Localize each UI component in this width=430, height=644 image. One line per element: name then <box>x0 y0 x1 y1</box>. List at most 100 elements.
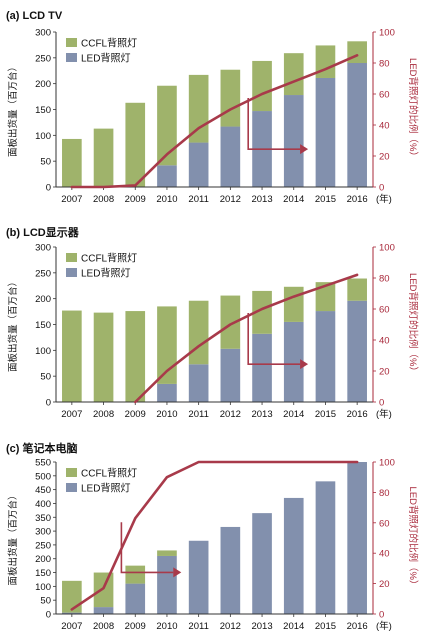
bar-ccfl-2015 <box>315 282 336 312</box>
x-tick-label: 2014 <box>283 621 304 632</box>
chart-title: (c) 笔记本电脑 <box>6 441 78 455</box>
bar-led-2015 <box>315 481 336 614</box>
y-tick-label-left: 500 <box>35 471 51 482</box>
bar-led-2011 <box>188 142 209 187</box>
y-tick-label-right: 80 <box>379 488 390 499</box>
x-tick-label: 2010 <box>156 194 177 205</box>
y-tick-label-left: 150 <box>35 320 51 331</box>
y-axis-label-left: 面板出货量（百万台） <box>7 490 19 585</box>
x-tick-label: 2011 <box>188 621 208 632</box>
y-tick-label-right: 40 <box>379 549 390 560</box>
y-tick-label-right: 60 <box>379 90 390 101</box>
ratio-line <box>70 460 359 611</box>
x-unit-label: (年) <box>376 620 392 632</box>
y-tick-label-left: 450 <box>35 485 51 496</box>
y-tick-label-left: 300 <box>35 527 51 538</box>
x-tick-label: 2008 <box>93 409 114 420</box>
x-tick-label: 2012 <box>220 194 241 205</box>
y-tick-label-right: 60 <box>379 305 390 316</box>
bar-ccfl-2010 <box>157 85 177 166</box>
trend-arrow-shaft <box>247 98 301 150</box>
bar-ccfl-2013 <box>252 60 272 112</box>
bar-ccfl-2008 <box>93 312 114 402</box>
y-tick-label-right: 80 <box>379 274 390 285</box>
y-axis-label-right: LED背照灯的比例（%） <box>407 58 419 161</box>
y-tick-label-right: 20 <box>379 579 390 590</box>
chart-panel-2: (b) LCD显示器 2007 2008 2009 2010 2011 2012 2013 20… <box>6 226 419 420</box>
y-axis-label-left: 面板出货量（百万台） <box>7 277 19 372</box>
bar-ccfl-2016 <box>347 278 367 301</box>
x-tick-label: 2013 <box>251 194 272 205</box>
x-tick-label: 2014 <box>283 194 304 205</box>
y-tick-label-right: 20 <box>379 367 390 378</box>
y-tick-label-left: 250 <box>35 268 51 279</box>
bar-led-2014 <box>283 95 304 187</box>
bar-led-2007 <box>62 612 82 614</box>
y-tick-label-left: 150 <box>35 568 51 579</box>
y-axis-label-right: LED背照灯的比例（%） <box>407 487 419 590</box>
bar-led-2011 <box>188 364 209 402</box>
chart-title: (a) LCD TV <box>6 10 63 22</box>
bar-led-2011 <box>188 540 209 614</box>
trend-arrow-shaft <box>247 313 301 365</box>
y-tick-label-left: 100 <box>35 582 51 593</box>
bar-led-2015 <box>315 311 336 402</box>
y-tick-label-left: 50 <box>40 596 51 607</box>
chart-title: (b) LCD显示器 <box>6 226 80 239</box>
bar-led-2016 <box>347 300 367 402</box>
x-tick-label: 2016 <box>347 409 368 420</box>
bar-led-2010 <box>157 555 177 614</box>
bar-led-2015 <box>315 77 336 187</box>
y-tick-label-left: 100 <box>35 131 51 142</box>
legend-label-led: LED背照灯 <box>81 52 130 65</box>
x-unit-label: (年) <box>376 193 392 205</box>
legend-swatch-ccfl <box>66 253 77 262</box>
y-tick-label-right: 60 <box>379 518 390 529</box>
legend-swatch-ccfl <box>66 38 77 47</box>
legend-label-led: LED背照灯 <box>81 482 130 495</box>
bar-led-2016 <box>347 462 367 614</box>
y-axis-label-right: LED背照灯的比例（%） <box>407 273 419 376</box>
y-tick-label-left: 200 <box>35 554 51 565</box>
y-tick-label-right: 40 <box>379 336 390 347</box>
bar-ccfl-2009 <box>125 311 146 402</box>
x-tick-label: 2014 <box>283 409 304 420</box>
y-tick-label-left: 100 <box>35 346 51 357</box>
y-tick-label-left: 200 <box>35 294 51 305</box>
bar-led-2010 <box>157 383 177 402</box>
x-tick-label: 2012 <box>220 409 241 420</box>
y-tick-label-left: 0 <box>46 183 51 194</box>
bar-led-2012 <box>220 348 241 402</box>
ratio-line <box>70 53 359 189</box>
bar-ccfl-2014 <box>283 286 304 322</box>
bar-ccfl-2014 <box>283 53 304 96</box>
y-tick-label-right: 0 <box>379 398 384 409</box>
bar-ccfl-2011 <box>188 300 209 365</box>
x-unit-label: (年) <box>376 408 392 420</box>
bar-led-2012 <box>220 526 241 614</box>
bar-ccfl-2012 <box>220 69 241 127</box>
y-tick-label-right: 0 <box>379 610 384 621</box>
y-tick-label-left: 150 <box>35 105 51 116</box>
trend-arrow-head <box>300 144 309 155</box>
x-tick-label: 2009 <box>125 409 146 420</box>
bar-led-2010 <box>157 165 177 187</box>
x-tick-label: 2013 <box>251 621 272 632</box>
ratio-line <box>134 273 359 404</box>
bar-ccfl-2010 <box>157 306 177 384</box>
x-tick-label: 2007 <box>61 621 82 632</box>
y-tick-label-left: 300 <box>35 28 51 39</box>
bar-led-2014 <box>283 497 304 614</box>
y-tick-label-left: 200 <box>35 79 51 90</box>
bar-led-2008 <box>93 607 114 614</box>
trend-arrow-head <box>300 359 309 370</box>
y-tick-label-left: 0 <box>46 398 51 409</box>
x-tick-label: 2015 <box>315 409 336 420</box>
y-tick-label-right: 20 <box>379 152 390 163</box>
x-tick-label: 2015 <box>315 621 336 632</box>
x-tick-label: 2011 <box>188 194 208 205</box>
y-tick-label-right: 100 <box>379 458 395 469</box>
bar-ccfl-2009 <box>125 565 146 584</box>
